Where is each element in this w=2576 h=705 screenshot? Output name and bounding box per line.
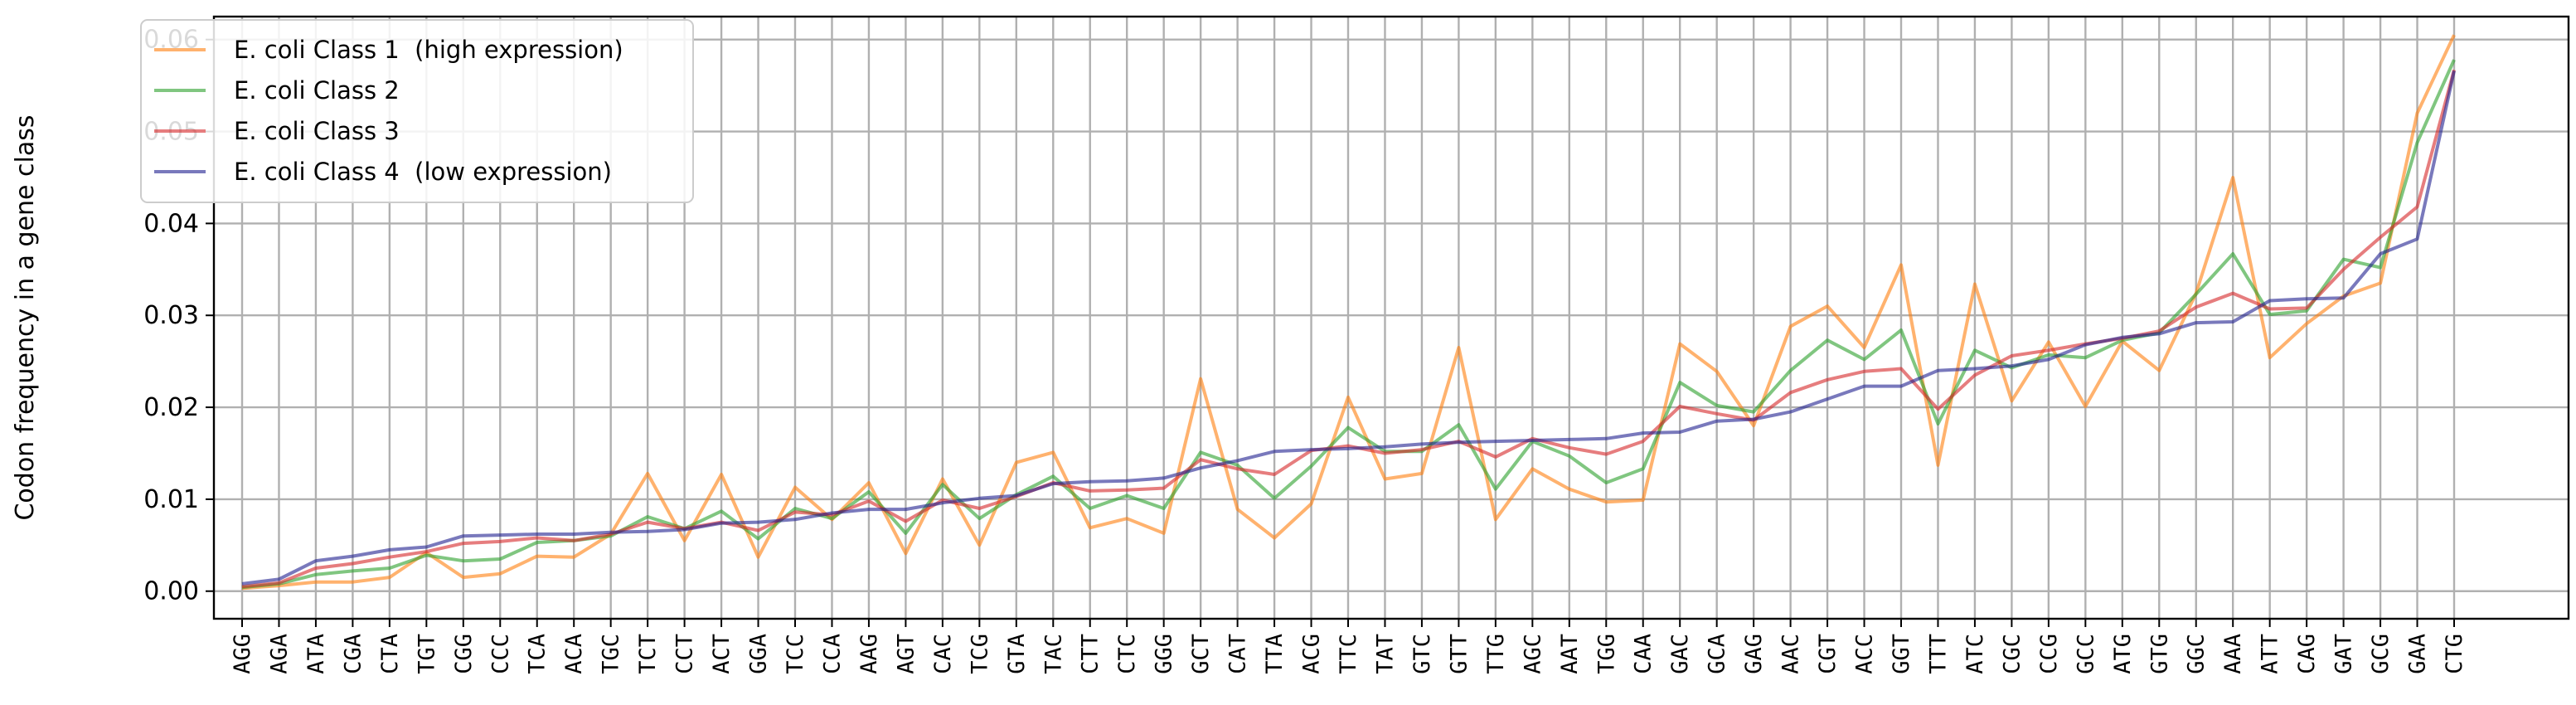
x-tick-label: AGA [266,634,292,674]
x-tick-label: TCT [635,634,661,674]
x-tick-label: TCC [783,634,808,674]
x-tick-label: GGT [1889,634,1914,674]
x-tick-label: TAT [1372,634,1398,674]
y-tick-label: 0.03 [143,301,199,330]
x-tick-label: GTT [1446,634,1472,674]
x-tick-label: TGT [414,634,439,674]
legend: E. coli Class 1 (high expression) E. coli… [140,19,694,203]
x-tick-label: ACA [561,634,587,674]
x-tick-label: CGA [340,634,366,674]
x-tick-label: CGT [1815,634,1841,674]
x-tick-label: GCA [1705,634,1730,674]
x-tick-label: CCT [672,634,698,674]
x-tick-label: CGC [1999,634,2025,674]
legend-label: E. coli Class 3 [234,117,400,145]
x-tick-label: GTC [1409,634,1435,674]
x-tick-label: GGC [2184,634,2210,674]
plot-frame [212,15,2570,620]
x-tick-label: GAT [2331,634,2357,674]
series-layer [241,34,2456,591]
x-tick-label: AGG [230,634,255,674]
x-tick-label: TAC [1041,634,1066,674]
x-tick-label: CTT [1078,634,1104,674]
y-tick-label: 0.01 [143,485,199,514]
x-tick-label: ATG [2110,634,2136,674]
x-tick-label: AGT [893,634,919,674]
x-tick-label: TTA [1262,634,1288,674]
x-tick-label: CAA [1631,634,1657,674]
x-tick-label: ACC [1852,634,1878,674]
x-tick-label: ATT [2258,634,2283,674]
y-axis-label: Codon frequency in a gene class [11,114,40,520]
x-tick-label: GTG [2147,634,2172,674]
x-tick-label: AAG [856,634,882,674]
x-tick-label: AAC [1778,634,1804,674]
x-tick-label: TTG [1483,634,1509,674]
x-tick-label: GCC [2073,634,2098,674]
x-tick-label: ATC [1962,634,1988,674]
x-tick-label: AAT [1557,634,1583,674]
x-tick-label: TGC [599,634,624,674]
legend-label: E. coli Class 1 (high expression) [234,36,623,64]
legend-box [140,19,694,203]
x-tick-label: ACT [709,634,735,674]
x-tick-label: TCG [967,634,992,674]
x-tick-label: CTG [2442,634,2467,674]
x-tick-label: CTC [1114,634,1140,674]
x-tick-label: GTA [1004,634,1030,674]
x-tick-label: CCC [488,634,513,674]
x-tick-label: GAC [1667,634,1693,674]
x-tick-label: TCA [525,634,551,674]
legend-label: E. coli Class 2 [234,76,400,105]
y-tick-label: 0.02 [143,393,199,422]
x-tick-label: CGG [451,634,477,674]
x-tick-label: ATA [303,634,329,674]
x-tick-label: TGG [1594,634,1619,674]
legend-label: E. coli Class 4 (low expression) [234,158,612,186]
x-tick-label: CCA [819,634,845,674]
x-tick-label: CTA [377,634,403,674]
x-tick-label: GGG [1152,634,1177,674]
series-line-class-4 [241,70,2456,586]
x-tick-label: AAA [2220,634,2246,674]
x-tick-label: GCG [2368,634,2394,674]
x-tick-label: CAT [1225,634,1251,674]
x-tick-label: ACG [1299,634,1325,674]
x-tick-label: GAA [2405,634,2431,674]
x-tick-label: CAG [2294,634,2320,674]
x-tick-label: GGA [746,634,772,674]
y-tick-label: 0.04 [143,209,199,238]
x-tick-label: GCT [1188,634,1214,674]
series-line-class-2 [241,59,2456,590]
y-tick-label: 0.00 [143,577,199,606]
x-tick-label: TTT [1925,634,1951,674]
x-tick-label: CAC [930,634,956,674]
x-axis: AGG AGA ATA CGA CTA TGT CGG CCC TCA ACA TGC TCT CCT A… [230,619,2467,674]
x-tick-label: AGC [1520,634,1545,674]
x-tick-label: CCG [2036,634,2062,674]
x-tick-label: GAG [1741,634,1767,674]
x-tick-label: TTC [1336,634,1361,674]
